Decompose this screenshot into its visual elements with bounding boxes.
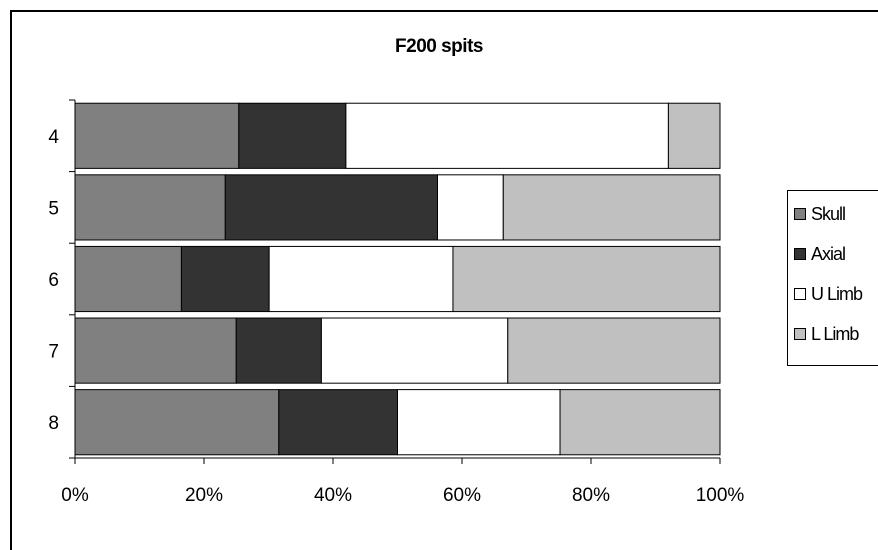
legend-label: Axial — [811, 243, 846, 264]
bar-segment-skull-4 — [74, 102, 240, 169]
bar-segment-l-limb-6 — [452, 245, 721, 313]
bar-segment-skull-5 — [74, 174, 226, 241]
legend-label: L Limb — [811, 323, 859, 344]
legend-label: U Limb — [811, 283, 863, 304]
bar-segment-u-limb-6 — [268, 245, 454, 313]
legend-item: Skull — [794, 203, 846, 225]
legend-swatch — [794, 208, 806, 220]
bar-segment-axial-7 — [235, 317, 322, 384]
bar-segment-skull-6 — [74, 245, 182, 313]
category-label-8: 8 — [48, 413, 59, 434]
x-tick-label: 40% — [314, 485, 352, 506]
legend-swatch — [794, 328, 806, 340]
bar-segment-l-limb-4 — [667, 102, 721, 169]
bar-segment-axial-6 — [180, 245, 270, 313]
bar-segment-u-limb-4 — [345, 102, 669, 169]
legend-swatch — [794, 288, 806, 300]
bar-segment-l-limb-7 — [507, 317, 721, 384]
bar-segment-skull-7 — [74, 317, 237, 384]
x-tick-label: 60% — [443, 485, 481, 506]
bar-segment-axial-8 — [278, 389, 399, 456]
legend: Skull Axial U Limb L Limb — [787, 190, 878, 366]
bar-segment-l-limb-5 — [502, 174, 721, 241]
legend-item: L Limb — [794, 323, 859, 345]
legend-item: Axial — [794, 243, 846, 265]
bar-segment-axial-4 — [238, 102, 347, 169]
bar-segment-u-limb-5 — [436, 174, 504, 241]
legend-label: Skull — [811, 203, 846, 224]
x-tick-label: 80% — [572, 485, 610, 506]
x-tick-label: 0% — [61, 485, 89, 506]
category-label-4: 4 — [48, 127, 59, 148]
legend-item: U Limb — [794, 283, 863, 305]
category-label-6: 6 — [48, 270, 59, 291]
legend-swatch — [794, 248, 806, 260]
x-tick-label: 100% — [696, 485, 745, 506]
category-label-5: 5 — [48, 198, 59, 219]
bar-segment-u-limb-7 — [320, 317, 509, 384]
chart-area-border — [10, 10, 878, 550]
bar-segment-u-limb-8 — [397, 389, 561, 456]
category-label-7: 7 — [48, 342, 59, 363]
bar-segment-skull-8 — [74, 389, 280, 456]
x-tick-label: 20% — [185, 485, 223, 506]
bar-segment-l-limb-8 — [559, 389, 721, 456]
chart-title: F200 spits — [395, 36, 483, 57]
bar-segment-axial-5 — [224, 174, 438, 241]
